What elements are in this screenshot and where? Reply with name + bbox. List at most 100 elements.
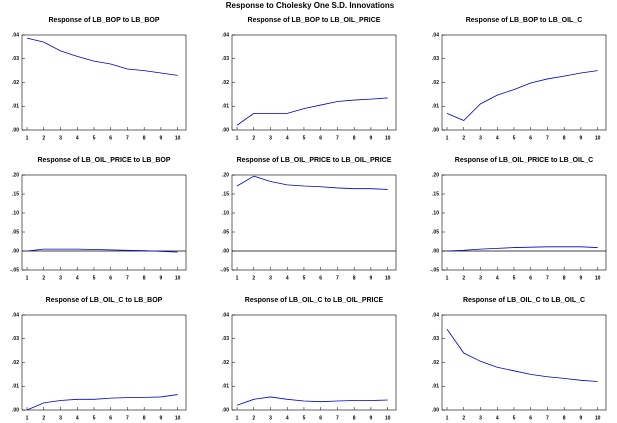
x-tick-label: 2: [462, 275, 465, 281]
series-line: [236, 97, 388, 126]
y-tick-label: .04: [432, 32, 439, 38]
x-tick-label: 10: [175, 415, 181, 421]
main-title: Response to Cholesky One S.D. Innovation…: [226, 1, 395, 10]
plot-frame: [21, 174, 187, 271]
y-tick-label: .05: [222, 229, 229, 235]
x-tick-label: 3: [479, 415, 482, 421]
series-line: [446, 70, 598, 121]
x-tick-label: 6: [109, 275, 112, 281]
x-tick-label: 7: [546, 135, 549, 141]
x-tick-label: 5: [93, 415, 96, 421]
y-tick-label: .02: [222, 360, 229, 366]
plot-frame: [441, 34, 607, 131]
y-tick-label: .03: [222, 336, 229, 342]
x-tick-label: 3: [479, 135, 482, 141]
y-tick-label: -.05: [220, 267, 229, 273]
panel-title: Response of LB_OIL_C to LB_BOP: [46, 297, 163, 304]
x-tick-label: 10: [595, 415, 601, 421]
x-tick-label: 5: [303, 135, 306, 141]
x-tick-label: 9: [160, 415, 163, 421]
x-tick-label: 10: [175, 275, 181, 281]
x-tick-label: 9: [370, 415, 373, 421]
y-tick-label: -.05: [430, 267, 439, 273]
x-tick-label: 8: [353, 415, 356, 421]
panel-title: Response of LB_OIL_C to LB_OIL_PRICE: [245, 297, 384, 304]
x-tick-label: 4: [286, 415, 289, 421]
x-tick-label: 5: [303, 415, 306, 421]
y-tick-label: .03: [222, 56, 229, 62]
x-tick-label: 2: [462, 415, 465, 421]
panel-title: Response of LB_OIL_C to LB_OIL_C: [463, 297, 585, 304]
series-line: [26, 248, 178, 253]
x-tick-label: 8: [563, 415, 566, 421]
x-tick-label: 2: [42, 275, 45, 281]
y-tick-label: .00: [222, 407, 229, 413]
x-tick-label: 6: [109, 415, 112, 421]
y-tick-label: .03: [12, 336, 19, 342]
x-tick-label: 4: [76, 275, 79, 281]
y-tick-label: .00: [432, 127, 439, 133]
y-tick-label: .01: [222, 104, 229, 110]
y-tick-label: .15: [432, 191, 439, 197]
x-tick-label: 4: [76, 135, 79, 141]
plot-frame: [21, 314, 187, 411]
x-tick-label: 2: [42, 415, 45, 421]
y-tick-label: .00: [12, 127, 19, 133]
y-tick-label: .05: [12, 229, 19, 235]
panel-title: Response of LB_BOP to LB_OIL_PRICE: [248, 17, 381, 24]
x-tick-label: 9: [370, 135, 373, 141]
x-tick-label: 3: [269, 275, 272, 281]
y-tick-label: -.05: [10, 267, 19, 273]
plot-frame: [231, 314, 397, 411]
x-tick-label: 4: [286, 275, 289, 281]
x-tick-label: 7: [336, 415, 339, 421]
x-tick-label: 8: [143, 275, 146, 281]
panel-title: Response of LB_OIL_PRICE to LB_BOP: [37, 157, 170, 164]
x-tick-label: 2: [462, 135, 465, 141]
series-line: [446, 329, 598, 382]
x-tick-label: 1: [236, 415, 239, 421]
panel-title: Response of LB_BOP to LB_OIL_C: [466, 17, 583, 24]
x-tick-label: 9: [160, 275, 163, 281]
y-tick-label: .10: [222, 210, 229, 216]
y-tick-label: .04: [12, 32, 19, 38]
y-tick-label: .00: [12, 248, 19, 254]
y-tick-label: .02: [222, 80, 229, 86]
x-tick-label: 1: [446, 135, 449, 141]
series-line: [26, 37, 178, 76]
x-tick-label: 4: [496, 275, 499, 281]
x-tick-label: 6: [109, 135, 112, 141]
x-tick-label: 2: [252, 135, 255, 141]
series-line: [447, 246, 598, 252]
x-tick-label: 7: [546, 275, 549, 281]
x-tick-label: 7: [336, 135, 339, 141]
x-tick-label: 6: [529, 275, 532, 281]
y-tick-label: .02: [12, 360, 19, 366]
x-tick-label: 8: [563, 135, 566, 141]
x-tick-label: 2: [42, 135, 45, 141]
x-tick-label: 9: [580, 415, 583, 421]
plot-frame: [441, 314, 607, 411]
y-tick-label: .00: [12, 407, 19, 413]
x-tick-label: 4: [496, 415, 499, 421]
y-tick-label: .20: [432, 172, 439, 178]
x-tick-label: 2: [252, 415, 255, 421]
x-tick-label: 8: [143, 415, 146, 421]
y-tick-label: .04: [12, 312, 19, 318]
x-tick-label: 10: [385, 275, 391, 281]
x-tick-label: 9: [580, 135, 583, 141]
y-tick-label: .02: [12, 80, 19, 86]
x-tick-label: 5: [303, 275, 306, 281]
x-tick-label: 10: [595, 275, 601, 281]
x-tick-label: 2: [252, 275, 255, 281]
x-tick-label: 3: [269, 135, 272, 141]
x-tick-label: 5: [513, 415, 516, 421]
x-tick-label: 10: [385, 415, 391, 421]
x-tick-label: 10: [175, 135, 181, 141]
x-tick-label: 7: [126, 415, 129, 421]
x-tick-label: 10: [595, 135, 601, 141]
x-tick-label: 4: [286, 135, 289, 141]
x-tick-label: 1: [26, 415, 29, 421]
x-tick-label: 4: [76, 415, 79, 421]
